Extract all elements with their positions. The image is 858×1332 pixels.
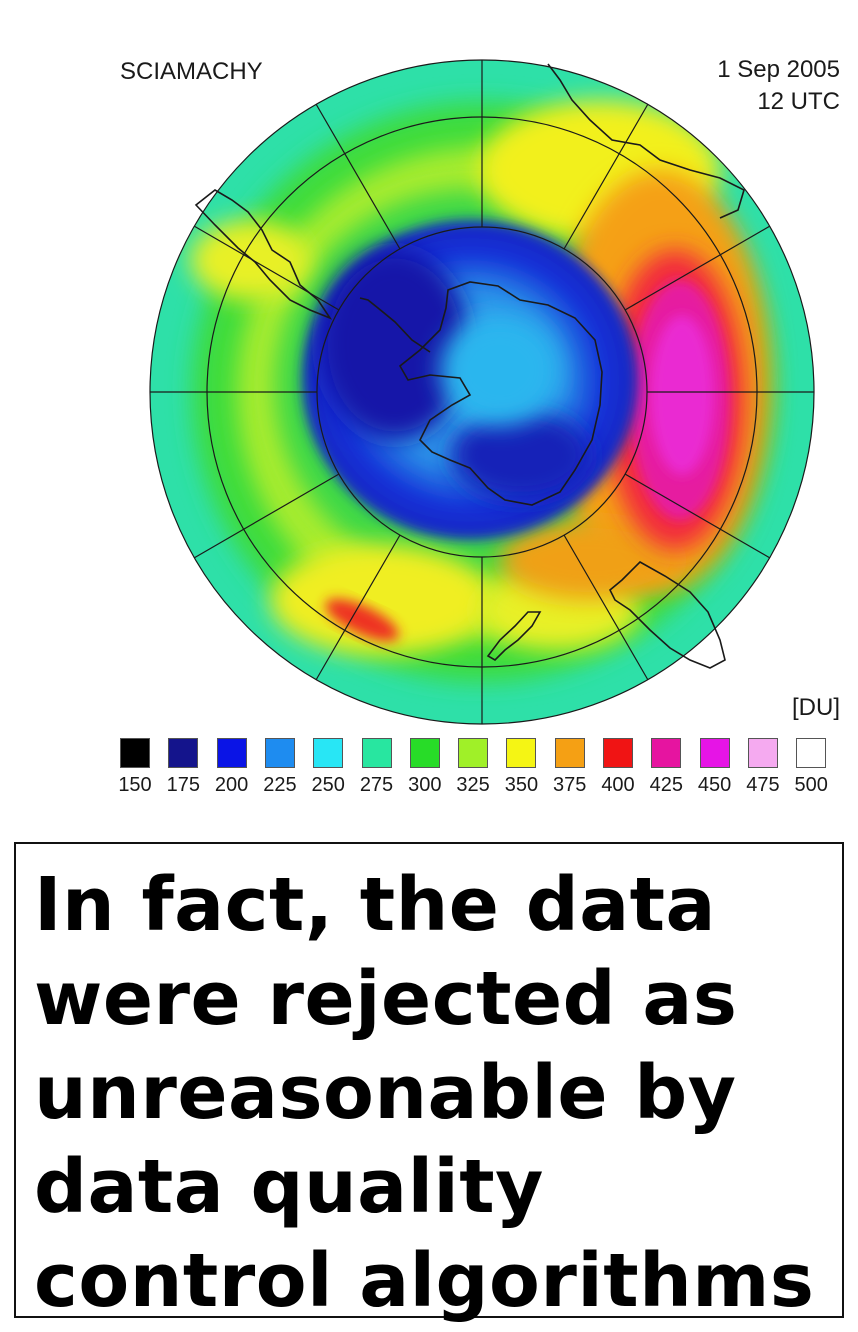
legend-swatch <box>506 738 537 768</box>
legend-label: 350 <box>504 774 539 796</box>
south-america-outline <box>194 189 333 320</box>
unit-label: [DU] <box>792 694 840 721</box>
caption-box: In fact, the data were rejected as unrea… <box>14 842 844 1324</box>
date-label: 1 Sep 2005 <box>717 56 840 83</box>
legend-label: 450 <box>697 774 732 796</box>
peninsula-outline <box>359 297 431 353</box>
legend-label: 375 <box>553 774 587 796</box>
ozone-field <box>150 60 814 724</box>
legend-label: 425 <box>649 774 683 796</box>
legend-swatch <box>458 738 489 768</box>
africa-outline <box>547 63 745 219</box>
legend-swatch <box>603 738 633 768</box>
legend-swatch <box>747 738 778 768</box>
legend-label: 275 <box>359 774 394 796</box>
legend-swatch <box>120 738 150 768</box>
legend-swatch <box>651 738 682 768</box>
time-label: 12 UTC <box>757 88 840 115</box>
legend-swatch <box>168 738 199 768</box>
legend-label: 150 <box>118 774 152 796</box>
australia-outline <box>609 561 726 669</box>
color-legend: 150 175 200 225 250 275 300 325 350 375 400 425 450 4… <box>118 738 850 798</box>
legend-swatch <box>313 738 344 768</box>
legend-label: 400 <box>601 774 635 796</box>
legend-label: 475 <box>746 774 780 796</box>
ozone-polar-map <box>149 59 815 725</box>
legend-swatch <box>796 738 827 768</box>
legend-swatch <box>361 738 392 768</box>
legend-label: 200 <box>214 774 249 796</box>
legend-label: 500 <box>794 774 828 796</box>
legend-label: 225 <box>263 774 297 796</box>
legend-label: 250 <box>311 774 345 796</box>
antarctica-outline <box>398 281 603 506</box>
legend-swatch <box>216 738 247 768</box>
instrument-label: SCIAMACHY <box>120 58 263 85</box>
legend-label: 300 <box>408 774 442 796</box>
legend-label: 175 <box>166 774 200 796</box>
caption-text: In fact, the data were rejected as unrea… <box>34 862 815 1324</box>
legend-swatch <box>699 738 730 768</box>
legend-label: 325 <box>456 774 490 796</box>
new-zealand-outline <box>486 611 542 661</box>
graticule <box>149 59 815 725</box>
legend-swatch <box>264 738 295 768</box>
legend-swatch <box>409 738 440 768</box>
legend-swatch <box>554 738 585 768</box>
